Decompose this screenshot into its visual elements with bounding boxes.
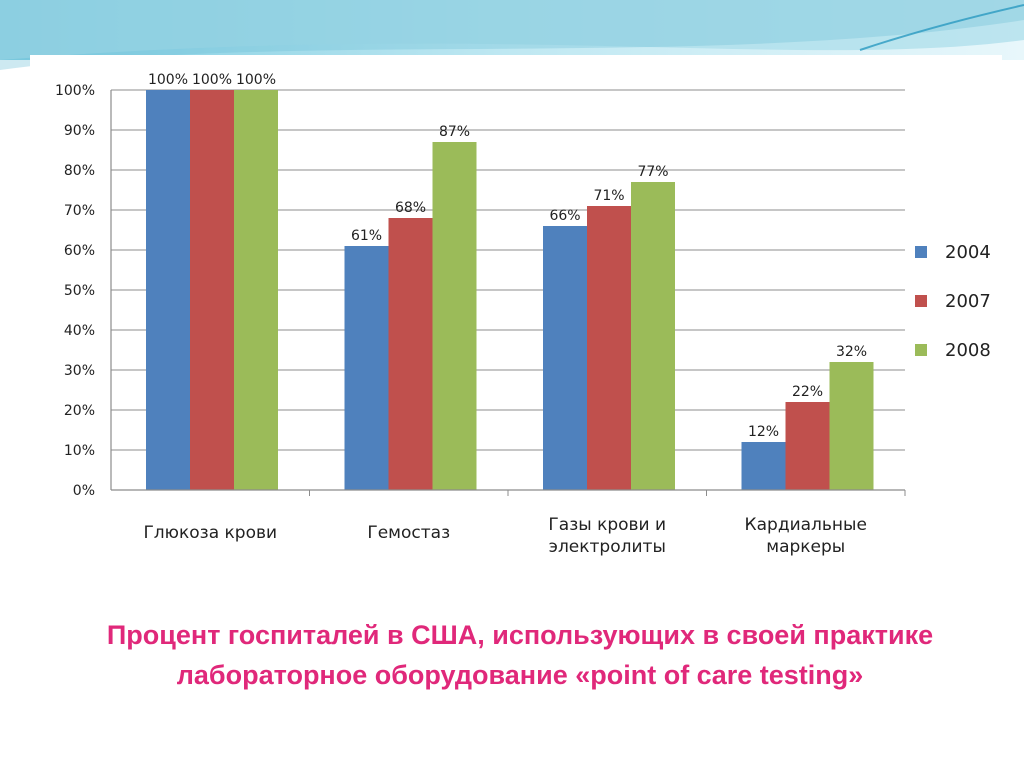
data-label: 100% xyxy=(192,72,232,88)
y-axis-ticks: 0% 10% 20% 30% 40% 50% 60% 70% 80% 90% 100% xyxy=(55,83,95,499)
chart-panel: 0% 10% 20% 30% 40% 50% 60% 70% 80% 90% 100% 100% 10… xyxy=(30,55,1002,583)
y-tick-label: 70% xyxy=(64,203,95,219)
data-label: 32% xyxy=(836,344,867,360)
data-label: 22% xyxy=(792,384,823,400)
bar-chart: 0%10%20%30%40%50%60%70%80%90%100% 100% 10… xyxy=(55,72,991,557)
y-tick-label: 100% xyxy=(55,83,95,99)
data-label: 12% xyxy=(748,424,779,440)
category-label: маркеры xyxy=(766,537,845,557)
category-label: Кардиальные xyxy=(745,515,867,535)
y-tick-label: 50% xyxy=(64,283,95,299)
background-waves xyxy=(0,0,1024,112)
data-label: 66% xyxy=(549,208,580,224)
legend-label: 2004 xyxy=(945,242,991,263)
legend-swatch xyxy=(915,246,927,258)
bar-2008 xyxy=(432,142,477,490)
category-label: Глюкоза крови xyxy=(143,523,277,543)
y-tick-label: 10% xyxy=(64,443,95,459)
bars xyxy=(146,90,874,490)
category-label: Гемостаз xyxy=(367,523,450,543)
y-tick-label: 40% xyxy=(64,323,95,339)
bar-2008 xyxy=(829,362,874,490)
data-labels: 100% 100% 100%61%68%87%66%71%77%12%22%32% xyxy=(148,72,867,440)
y-tick-label: 20% xyxy=(64,403,95,419)
bar-2007 xyxy=(190,90,234,490)
bar-2004 xyxy=(146,90,190,490)
data-label: 71% xyxy=(593,188,624,204)
category-label: электролиты xyxy=(549,537,666,557)
bar-2008 xyxy=(234,90,278,490)
bar-2007 xyxy=(587,206,631,490)
y-tick-label: 30% xyxy=(64,363,95,379)
y-tick-label: 0% xyxy=(73,483,95,499)
data-label: 100% xyxy=(148,72,188,88)
x-axis xyxy=(110,90,906,496)
bar-2004 xyxy=(344,246,389,490)
y-tick-label: 90% xyxy=(64,123,95,139)
legend-label: 2008 xyxy=(945,340,991,361)
slide-caption: Процент госпиталей в США, использующих в… xyxy=(106,620,934,690)
legend-swatch xyxy=(915,344,927,356)
legend: 2004 2007 2008 xyxy=(915,242,991,361)
data-label: 77% xyxy=(637,164,668,180)
bar-2007 xyxy=(785,402,830,490)
y-tick-label: 60% xyxy=(64,243,95,259)
bar-2007 xyxy=(388,218,433,490)
legend-swatch xyxy=(915,295,927,307)
data-label: 87% xyxy=(439,124,470,140)
bar-2008 xyxy=(631,182,675,490)
data-label: 68% xyxy=(395,200,426,216)
y-tick-label: 80% xyxy=(64,163,95,179)
legend-label: 2007 xyxy=(945,291,991,312)
bar-2004 xyxy=(543,226,587,490)
bar-2004 xyxy=(741,442,786,490)
data-label: 100% xyxy=(236,72,276,88)
data-label: 61% xyxy=(351,228,382,244)
category-labels: Глюкоза крови Гемостаз Газы крови иэлектро… xyxy=(143,515,867,557)
category-label: Газы крови и xyxy=(548,515,666,535)
